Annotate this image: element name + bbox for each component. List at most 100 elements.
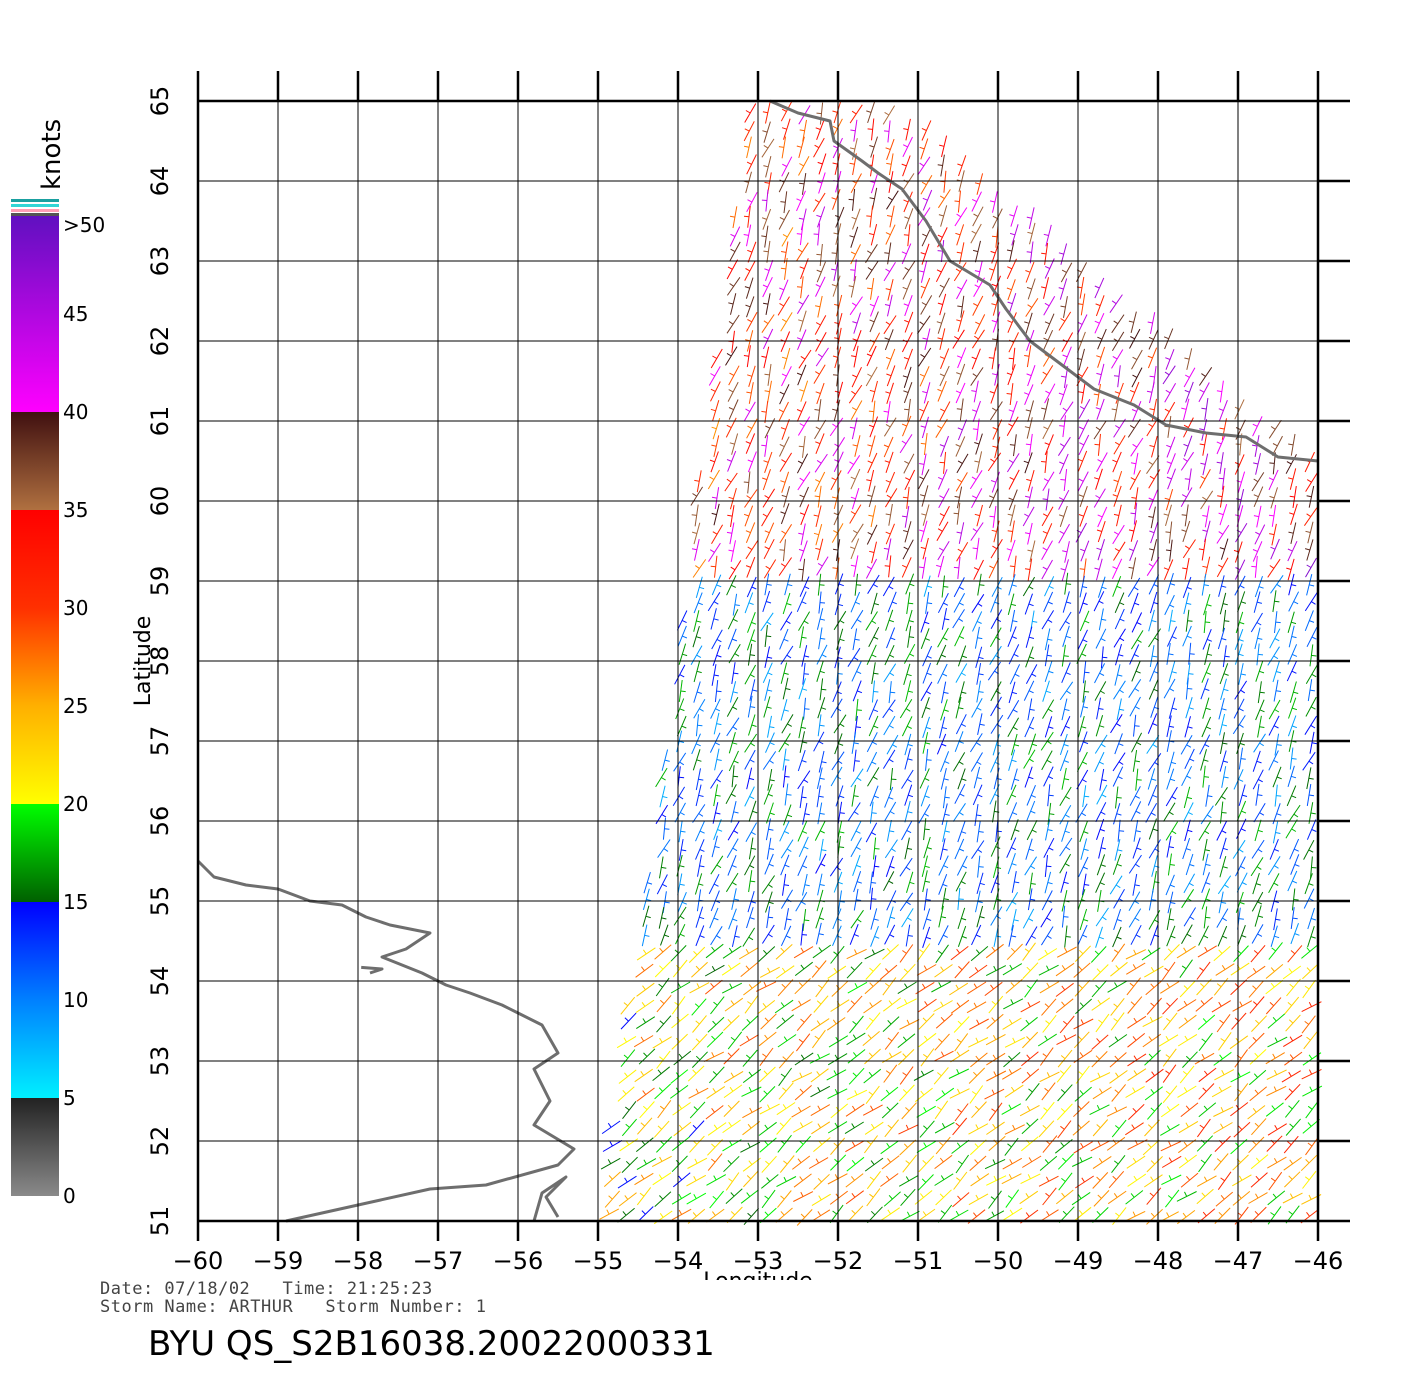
- wind-vector-barb: [922, 391, 928, 394]
- wind-vector-barb: [815, 371, 820, 375]
- wind-vector-barb: [889, 654, 895, 658]
- wind-vector-barb: [709, 459, 715, 463]
- wind-vector-barb: [714, 742, 720, 746]
- wind-vector-barb: [902, 1036, 907, 1042]
- wind-vector-barb: [1112, 459, 1118, 463]
- wind-vector-barb: [991, 303, 997, 306]
- wind-vector: [969, 1018, 989, 1030]
- wind-vector-barb: [1043, 426, 1049, 430]
- wind-vector-barb: [1014, 673, 1020, 677]
- wind-vector-barb: [1047, 619, 1053, 623]
- wind-vector-barb: [1306, 479, 1312, 483]
- wind-vector-barb: [1205, 916, 1211, 919]
- wind-vector-barb: [1218, 564, 1223, 568]
- wind-vector-barb: [954, 495, 960, 498]
- wind-vector-barb: [856, 918, 862, 923]
- wind-vector-barb: [713, 1175, 717, 1181]
- wind-vector-barb: [1253, 494, 1259, 498]
- wind-vector: [1058, 489, 1070, 510]
- wind-vector-barb: [786, 654, 792, 659]
- wind-vector-barb: [694, 479, 700, 482]
- wind-vector-barb: [1205, 621, 1211, 623]
- wind-vector-barb: [1292, 707, 1298, 711]
- wind-vector-barb: [1014, 829, 1020, 832]
- wind-vector-barb: [906, 1019, 910, 1025]
- wind-vector-barb: [832, 408, 838, 411]
- colorbar-label: 5: [63, 1086, 76, 1110]
- wind-vector-barb: [1184, 478, 1190, 480]
- wind-vector-barb: [1096, 355, 1102, 358]
- wind-vector: [920, 277, 931, 299]
- wind-vector-barb: [989, 391, 995, 394]
- wind-vector-barb: [696, 620, 702, 623]
- wind-vector-barb: [921, 513, 927, 516]
- wind-vector-barb: [869, 145, 875, 148]
- wind-vector-barb: [869, 1176, 875, 1181]
- wind-vector-barb: [819, 812, 825, 815]
- wind-vector-barb: [869, 303, 875, 307]
- wind-vector-barb: [956, 1051, 961, 1057]
- wind-vector-barb: [1113, 1160, 1119, 1165]
- wind-vector: [815, 523, 823, 546]
- wind-vector-barb: [1200, 1000, 1205, 1005]
- wind-vector-barb: [1239, 585, 1245, 589]
- wind-vector-barb: [768, 793, 773, 797]
- wind-vector-barb: [1251, 565, 1257, 568]
- wind-vector-barb: [712, 1196, 718, 1200]
- wind-vector-barb: [1308, 760, 1314, 765]
- wind-vector: [1164, 382, 1177, 403]
- wind-vector-barb: [904, 983, 908, 989]
- wind-vector: [870, 223, 878, 246]
- wind-vector: [1011, 224, 1019, 246]
- wind-vector-barb: [821, 707, 827, 710]
- wind-vector-barb: [1287, 477, 1294, 480]
- wind-vector-barb: [1044, 1003, 1050, 1008]
- wind-vector-barb: [782, 163, 787, 167]
- wind-vector-barb: [1046, 965, 1050, 971]
- wind-vector-barb: [815, 479, 821, 483]
- wind-vector-barb: [908, 620, 914, 623]
- wind-vector: [1007, 802, 1018, 823]
- wind-vector-barb: [743, 481, 749, 483]
- wind-vector: [1202, 434, 1208, 456]
- wind-vector-barb: [798, 301, 804, 305]
- wind-vector-barb: [992, 545, 997, 550]
- wind-vector: [1290, 854, 1300, 875]
- wind-vector-barb: [902, 950, 907, 954]
- wind-vector-barb: [938, 982, 942, 988]
- wind-vector-barb: [691, 531, 698, 534]
- wind-vector-barb: [1128, 529, 1134, 532]
- wind-vector-barb: [885, 1175, 890, 1181]
- wind-vector-barb: [866, 479, 872, 482]
- wind-vector-barb: [974, 1159, 979, 1164]
- wind-vector-barb: [731, 864, 737, 868]
- wind-vector-barb: [1100, 847, 1107, 850]
- wind-vector-barb: [1083, 866, 1089, 870]
- wind-vector: [959, 398, 964, 421]
- wind-vector-barb: [727, 964, 732, 970]
- wind-vector-barb: [710, 565, 716, 568]
- wind-vector: [671, 1136, 690, 1151]
- wind-vector-barb: [769, 742, 775, 746]
- wind-vector-barb: [1306, 513, 1311, 518]
- wind-vector: [902, 415, 912, 437]
- wind-vector-barb: [1219, 427, 1225, 430]
- wind-vector-barb: [1148, 336, 1154, 340]
- wind-vector-barb: [695, 565, 700, 569]
- wind-vector-barb: [975, 321, 981, 325]
- wind-vector-barb: [974, 1105, 980, 1111]
- wind-vector-barb: [831, 477, 837, 481]
- wind-vector: [732, 593, 738, 616]
- wind-vector-barb: [1275, 690, 1282, 692]
- wind-vector-barb: [1310, 706, 1316, 710]
- wind-vector-barb: [761, 217, 767, 220]
- wind-vector: [1026, 345, 1032, 368]
- wind-vector-barb: [1203, 759, 1209, 762]
- wind-vector-barb: [868, 424, 874, 428]
- wind-vector: [1214, 1069, 1235, 1081]
- wind-vector-barb: [749, 796, 755, 800]
- wind-vector-barb: [1011, 901, 1017, 905]
- wind-vector-barb: [1101, 618, 1107, 621]
- wind-vector-barb: [955, 390, 961, 394]
